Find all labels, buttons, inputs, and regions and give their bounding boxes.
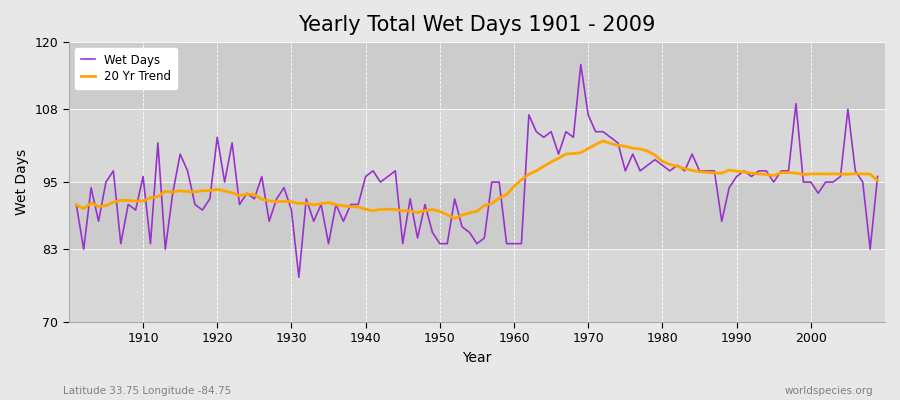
X-axis label: Year: Year	[463, 351, 491, 365]
Line: 20 Yr Trend: 20 Yr Trend	[76, 141, 878, 218]
20 Yr Trend	[130, 199, 141, 204]
Bar	[68, 182, 885, 249]
Title: Yearly Total Wet Days 1901 - 2009: Yearly Total Wet Days 1901 - 2009	[298, 15, 655, 35]
Wet Days	[71, 202, 82, 207]
20 Yr Trend	[598, 138, 608, 143]
20 Yr Trend	[508, 184, 519, 189]
Wet Days	[130, 208, 141, 212]
Text: Latitude 33.75 Longitude -84.75: Latitude 33.75 Longitude -84.75	[63, 386, 231, 396]
Line: Wet Days: Wet Days	[76, 64, 878, 277]
20 Yr Trend	[516, 178, 526, 182]
Legend: Wet Days, 20 Yr Trend: Wet Days, 20 Yr Trend	[75, 48, 177, 89]
Wet Days	[613, 140, 624, 145]
Wet Days	[516, 241, 526, 246]
20 Yr Trend	[872, 178, 883, 183]
20 Yr Trend	[71, 203, 82, 208]
Wet Days	[293, 275, 304, 280]
Text: worldspecies.org: worldspecies.org	[785, 386, 873, 396]
20 Yr Trend	[449, 216, 460, 221]
Bar	[68, 109, 885, 182]
Wet Days	[346, 202, 356, 207]
Bar	[68, 42, 885, 109]
Bar	[68, 249, 885, 322]
Wet Days	[301, 196, 311, 201]
Wet Days	[508, 241, 519, 246]
20 Yr Trend	[293, 201, 304, 206]
20 Yr Trend	[338, 204, 349, 208]
20 Yr Trend	[613, 143, 624, 148]
Wet Days	[872, 174, 883, 179]
Wet Days	[575, 62, 586, 67]
Y-axis label: Wet Days: Wet Days	[15, 149, 29, 215]
